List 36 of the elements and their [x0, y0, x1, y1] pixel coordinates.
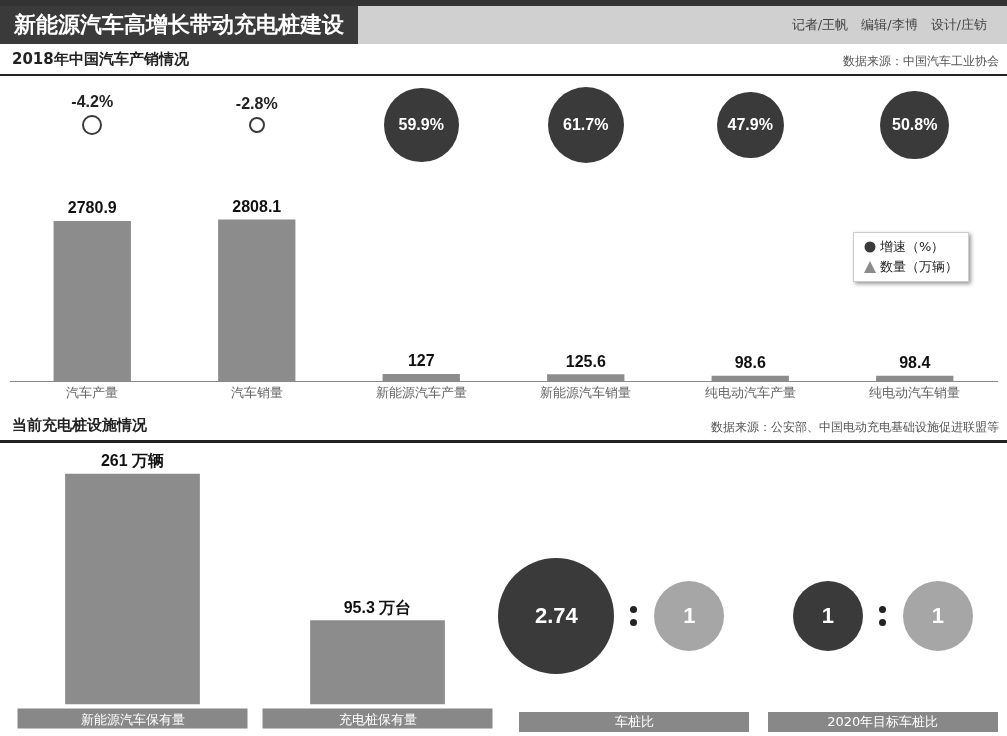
x-tick-label: 新能源汽车产量 [375, 384, 467, 400]
text: 2018年中国汽车产销情况 [12, 50, 189, 69]
data-label: 47.9% [716, 91, 784, 159]
data-label: 95.3 万台 [343, 598, 412, 616]
data-label: 98.6 [734, 354, 766, 372]
text: 新能源汽车高增长带动充电桩建设 [0, 6, 358, 44]
source-note: 数据来源：中国汽车工业协会 [843, 53, 999, 70]
category-label: 2020年目标车桩比 [767, 712, 998, 732]
data-label: 2780.9 [67, 199, 117, 217]
data-label: 50.8% [880, 90, 950, 160]
text: 记者/王帆 编辑/李博 设计/庄钫 [791, 16, 987, 34]
data-label: 127 [407, 352, 435, 370]
data-label: 98.4 [899, 354, 931, 372]
data-label: 2.74 [498, 558, 615, 674]
legend-label: 增速（%） [880, 238, 945, 256]
data-label: 1 [654, 581, 725, 651]
data-label: 59.9% [383, 87, 459, 163]
x-tick-label: 新能源汽车销量 [540, 384, 632, 400]
data-label: 61.7% [547, 87, 624, 163]
data-label: 125.6 [565, 352, 606, 370]
data-label: 261 万辆 [100, 452, 165, 470]
legend-label: 数量（万辆） [880, 258, 958, 276]
data-label: -4.2% [70, 93, 115, 112]
x-tick-label: 汽车销量 [230, 384, 283, 400]
data-label: 1 [902, 581, 973, 651]
x-tick-label: 新能源汽车保有量 [80, 711, 185, 727]
x-tick-label: 纯电动汽车产量 [704, 384, 796, 400]
x-tick-label: 纯电动汽车销量 [869, 384, 961, 400]
data-label: -2.8% [234, 94, 279, 113]
chart-title: 当前充电桩设施情况 [12, 416, 147, 435]
category-label: 车桩比 [519, 712, 750, 732]
x-tick-label: 充电桩保有量 [338, 711, 417, 727]
data-label: 1 [792, 581, 863, 651]
source-note: 数据来源：公安部、中国电动充电基础设施促进联盟等 [711, 419, 999, 436]
data-label: 2808.1 [232, 197, 282, 215]
x-tick-label: 汽车产量 [66, 384, 119, 400]
